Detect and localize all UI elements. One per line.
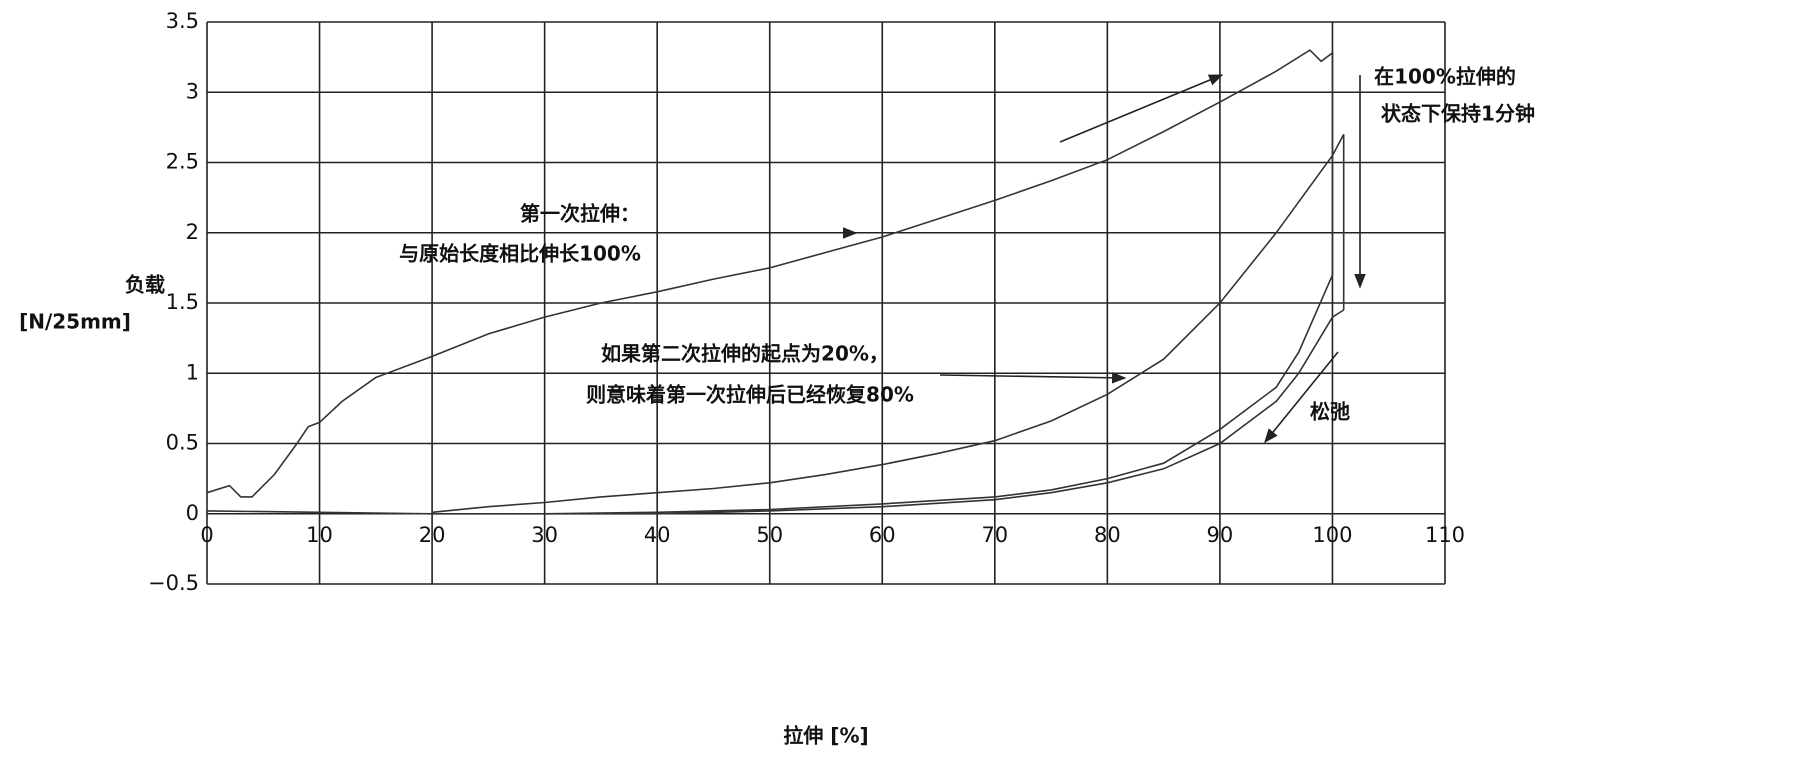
data-line xyxy=(432,134,1345,514)
y-axis-label: 负载 xyxy=(125,273,165,297)
x-axis-label: 拉伸 [%] xyxy=(783,724,868,748)
annotation: 第一次拉伸： xyxy=(520,202,640,226)
x-tick-label: 10 xyxy=(306,523,333,547)
x-tick-label: 110 xyxy=(1425,523,1465,547)
y-tick-label: −0.5 xyxy=(148,571,199,595)
data-line xyxy=(206,49,1334,498)
x-tick-label: 70 xyxy=(981,523,1008,547)
arrow xyxy=(1059,74,1224,143)
grid xyxy=(206,21,1446,585)
x-tick-label: 100 xyxy=(1312,523,1352,547)
lines xyxy=(206,49,1345,515)
arrow xyxy=(939,372,1127,384)
annotation: 松弛 xyxy=(1310,400,1350,424)
x-tick-label: 0 xyxy=(200,523,213,547)
arrow xyxy=(1264,351,1339,444)
annotation: 如果第二次拉伸的起点为20%， xyxy=(601,342,889,366)
x-tick-label: 80 xyxy=(1094,523,1121,547)
x-tick-label: 40 xyxy=(644,523,671,547)
annotation: 在100%拉伸的 xyxy=(1374,65,1516,89)
x-tick-label: 20 xyxy=(419,523,446,547)
annotation: 状态下保持1分钟 xyxy=(1381,102,1535,126)
x-tick-label: 60 xyxy=(869,523,896,547)
x-tick-label: 90 xyxy=(1207,523,1234,547)
annotation: 与原始长度相比伸长100% xyxy=(399,242,641,266)
y-tick-label: 3 xyxy=(186,79,199,103)
y-tick-label: 2 xyxy=(186,220,199,244)
data-line xyxy=(544,309,1345,515)
y-tick-label: 2.5 xyxy=(166,150,199,174)
y-tick-label: 3.5 xyxy=(166,9,199,33)
y-tick-label: 0.5 xyxy=(166,431,199,455)
x-tick-label: 50 xyxy=(756,523,783,547)
y-axis-label: [N/25mm] xyxy=(19,310,131,334)
annotation: 则意味着第一次拉伸后已经恢复80% xyxy=(586,383,914,407)
y-tick-label: 1.5 xyxy=(166,290,199,314)
data-line xyxy=(206,274,1334,515)
y-tick-label: 1 xyxy=(186,360,199,384)
x-tick-label: 30 xyxy=(531,523,558,547)
y-tick-label: 0 xyxy=(186,501,199,525)
